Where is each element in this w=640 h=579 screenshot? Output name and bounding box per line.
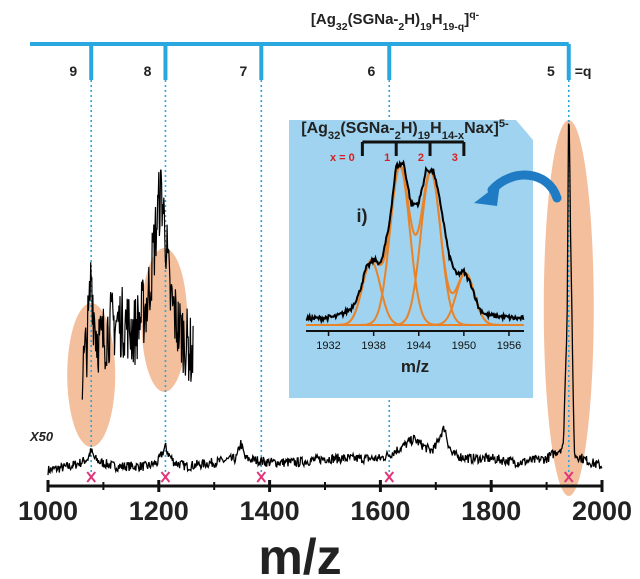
main-x-axis-label: m/z <box>258 529 341 579</box>
ladder-marker-b-8 <box>160 471 171 483</box>
x-tick-label-1200: 1200 <box>129 496 189 526</box>
arrow-head <box>474 183 500 206</box>
inset-panel-label: i) <box>357 206 368 226</box>
peak-highlight-group <box>67 120 594 496</box>
x-tick-label-2000: 2000 <box>572 496 632 526</box>
ladder-charge-7: 7 <box>239 63 247 79</box>
spectrum-trace <box>47 123 603 476</box>
inset-x-tick-label-1938: 1938 <box>361 340 385 352</box>
x-tick-label-1400: 1400 <box>240 496 300 526</box>
ladder-charge-9: 9 <box>69 63 77 79</box>
magnification-label: X50 <box>29 429 54 444</box>
inset-x-axis-label: m/z <box>401 357 429 376</box>
ladder-marker-b-6 <box>384 471 395 483</box>
fit-envelope <box>306 163 524 326</box>
inset-index-value-3: 3 <box>452 152 458 164</box>
inset-measured-trace <box>305 159 525 325</box>
inset-arrow-icon <box>474 170 562 206</box>
main-spectrum-plot <box>47 123 603 476</box>
x-tick-label-1000: 1000 <box>18 496 78 526</box>
arrow-shaft <box>487 170 562 203</box>
ladder-label: [Ag32(SGNa-2H)19H19-q]q- <box>311 9 480 33</box>
ladder-marker-b-5 <box>563 471 574 483</box>
highlight-q5 <box>543 120 594 496</box>
inset-x-tick-label-1950: 1950 <box>452 340 476 352</box>
highlight-q8 <box>141 248 188 392</box>
x-tick-label-1800: 1800 <box>461 496 521 526</box>
main-x-axis: 1000 1200 1400 1600 1800 2000 <box>18 480 632 526</box>
inset-panel: [Ag32(SGNa-2H)19H14-xNax]5- x = 0 1 2 3 i) 193… <box>289 118 533 398</box>
inset-x-tick-label-1932: 1932 <box>316 340 340 352</box>
ladder-charge-5: 5 <box>547 63 555 79</box>
magnified-trace <box>81 169 194 400</box>
inset-x-tick-label-1956: 1956 <box>497 340 521 352</box>
inset-background <box>289 120 533 398</box>
ladder-suffix: =q <box>575 63 592 79</box>
inset-x-tick-label-1944: 1944 <box>407 340 431 352</box>
x-tick-label-1600: 1600 <box>350 496 410 526</box>
inset-title: [Ag32(SGNa-2H)19H14-xNax]5- <box>301 118 509 142</box>
inset-index-value-1: 1 <box>384 152 390 164</box>
ladder-charge-6: 6 <box>367 63 375 79</box>
charge-state-ladder: [Ag32(SGNa-2H)19H19-q]q- 9 8 7 6 5 =q <box>30 9 592 483</box>
ladder-charge-8: 8 <box>144 63 152 79</box>
inset-index-label: x = 0 <box>330 152 355 164</box>
ladder-marker-b-9 <box>86 471 96 483</box>
ladder-marker-b-7 <box>256 471 267 483</box>
inset-index-value-2: 2 <box>418 152 424 164</box>
